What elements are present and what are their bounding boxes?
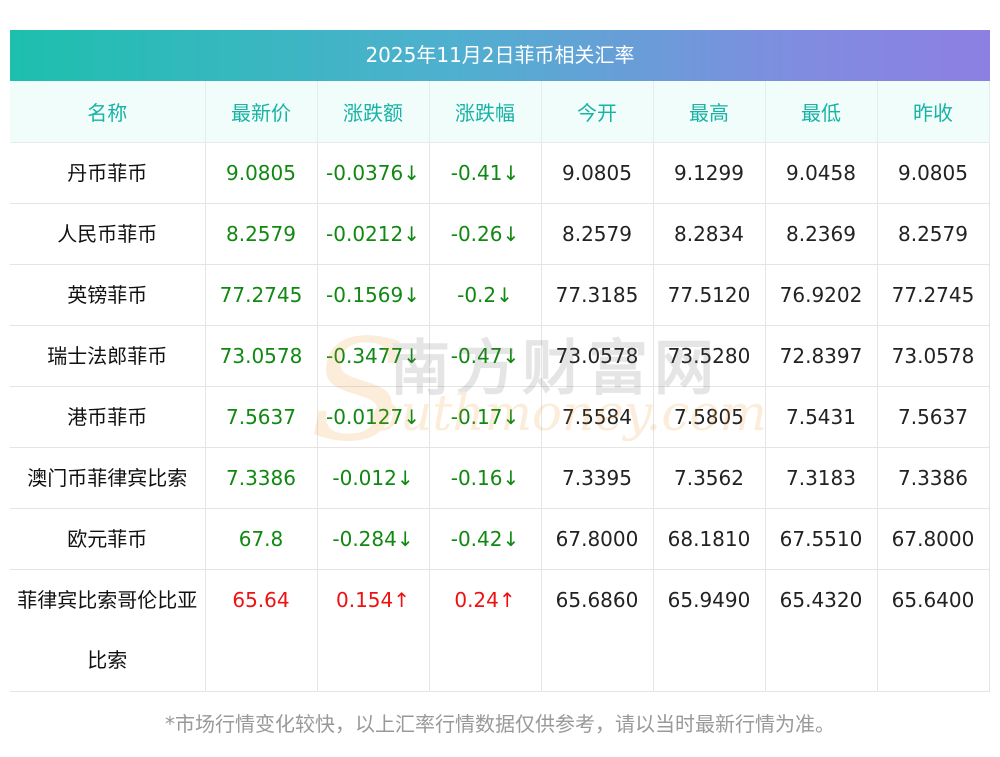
last-price: 67.8 xyxy=(205,508,318,570)
low-price: 7.3183 xyxy=(765,447,878,509)
exchange-rate-table: 名称 最新价 涨跌额 涨跌幅 今开 最高 最低 昨收 丹币菲币 9.0805 -… xyxy=(10,81,990,692)
change-percent: -0.26↓ xyxy=(429,203,542,265)
header-last: 最新价 xyxy=(205,81,318,143)
header-low: 最低 xyxy=(765,81,878,143)
table-row: 瑞士法郎菲币 73.0578 -0.3477↓ -0.47↓ 73.0578 7… xyxy=(10,325,990,387)
table-row: 菲律宾比索哥伦比亚比索 65.64 0.154↑ 0.24↑ 65.6860 6… xyxy=(10,569,990,692)
high-price: 7.3562 xyxy=(653,447,766,509)
table-row: 人民币菲币 8.2579 -0.0212↓ -0.26↓ 8.2579 8.28… xyxy=(10,203,990,265)
open-price: 77.3185 xyxy=(541,264,654,326)
header-change: 涨跌额 xyxy=(317,81,430,143)
open-price: 65.6860 xyxy=(541,569,654,692)
header-name: 名称 xyxy=(10,81,206,143)
low-price: 7.5431 xyxy=(765,386,878,448)
prev-close: 9.0805 xyxy=(877,142,990,204)
header-open: 今开 xyxy=(541,81,654,143)
prev-close: 65.6400 xyxy=(877,569,990,692)
open-price: 73.0578 xyxy=(541,325,654,387)
currency-pair-name: 人民币菲币 xyxy=(10,203,206,265)
change-amount: -0.0212↓ xyxy=(317,203,430,265)
high-price: 65.9490 xyxy=(653,569,766,692)
low-price: 72.8397 xyxy=(765,325,878,387)
high-price: 68.1810 xyxy=(653,508,766,570)
last-price: 7.5637 xyxy=(205,386,318,448)
currency-pair-name: 欧元菲币 xyxy=(10,508,206,570)
change-amount: 0.154↑ xyxy=(317,569,430,692)
currency-pair-name: 澳门币菲律宾比索 xyxy=(10,447,206,509)
currency-pair-name: 菲律宾比索哥伦比亚比索 xyxy=(10,569,206,692)
page-title: 2025年11月2日菲币相关汇率 xyxy=(10,30,990,81)
low-price: 67.5510 xyxy=(765,508,878,570)
open-price: 8.2579 xyxy=(541,203,654,265)
currency-pair-name: 英镑菲币 xyxy=(10,264,206,326)
change-percent: -0.42↓ xyxy=(429,508,542,570)
change-amount: -0.012↓ xyxy=(317,447,430,509)
last-price: 77.2745 xyxy=(205,264,318,326)
table-row: 欧元菲币 67.8 -0.284↓ -0.42↓ 67.8000 68.1810… xyxy=(10,508,990,570)
open-price: 7.5584 xyxy=(541,386,654,448)
high-price: 7.5805 xyxy=(653,386,766,448)
last-price: 65.64 xyxy=(205,569,318,692)
currency-pair-name: 丹币菲币 xyxy=(10,142,206,204)
change-amount: -0.1569↓ xyxy=(317,264,430,326)
table-row: 港币菲币 7.5637 -0.0127↓ -0.17↓ 7.5584 7.580… xyxy=(10,386,990,448)
low-price: 76.9202 xyxy=(765,264,878,326)
high-price: 77.5120 xyxy=(653,264,766,326)
change-percent: -0.41↓ xyxy=(429,142,542,204)
change-percent: -0.17↓ xyxy=(429,386,542,448)
change-percent: -0.16↓ xyxy=(429,447,542,509)
prev-close: 73.0578 xyxy=(877,325,990,387)
table-header-row: 名称 最新价 涨跌额 涨跌幅 今开 最高 最低 昨收 xyxy=(10,81,990,143)
change-amount: -0.3477↓ xyxy=(317,325,430,387)
open-price: 9.0805 xyxy=(541,142,654,204)
change-percent: -0.2↓ xyxy=(429,264,542,326)
prev-close: 8.2579 xyxy=(877,203,990,265)
currency-pair-name: 港币菲币 xyxy=(10,386,206,448)
high-price: 9.1299 xyxy=(653,142,766,204)
last-price: 73.0578 xyxy=(205,325,318,387)
high-price: 73.5280 xyxy=(653,325,766,387)
change-percent: 0.24↑ xyxy=(429,569,542,692)
header-change-pct: 涨跌幅 xyxy=(429,81,542,143)
disclaimer-footnote: *市场行情变化较快，以上汇率行情数据仅供参考，请以当时最新行情为准。 xyxy=(165,712,835,736)
last-price: 7.3386 xyxy=(205,447,318,509)
table-row: 英镑菲币 77.2745 -0.1569↓ -0.2↓ 77.3185 77.5… xyxy=(10,264,990,326)
change-amount: -0.284↓ xyxy=(317,508,430,570)
currency-pair-name: 瑞士法郎菲币 xyxy=(10,325,206,387)
last-price: 9.0805 xyxy=(205,142,318,204)
table-row: 澳门币菲律宾比索 7.3386 -0.012↓ -0.16↓ 7.3395 7.… xyxy=(10,447,990,509)
low-price: 8.2369 xyxy=(765,203,878,265)
prev-close: 77.2745 xyxy=(877,264,990,326)
change-amount: -0.0376↓ xyxy=(317,142,430,204)
open-price: 67.8000 xyxy=(541,508,654,570)
low-price: 9.0458 xyxy=(765,142,878,204)
high-price: 8.2834 xyxy=(653,203,766,265)
change-amount: -0.0127↓ xyxy=(317,386,430,448)
table-row: 丹币菲币 9.0805 -0.0376↓ -0.41↓ 9.0805 9.129… xyxy=(10,142,990,204)
change-percent: -0.47↓ xyxy=(429,325,542,387)
open-price: 7.3395 xyxy=(541,447,654,509)
prev-close: 7.3386 xyxy=(877,447,990,509)
last-price: 8.2579 xyxy=(205,203,318,265)
low-price: 65.4320 xyxy=(765,569,878,692)
header-prev-close: 昨收 xyxy=(877,81,990,143)
prev-close: 7.5637 xyxy=(877,386,990,448)
prev-close: 67.8000 xyxy=(877,508,990,570)
header-high: 最高 xyxy=(653,81,766,143)
